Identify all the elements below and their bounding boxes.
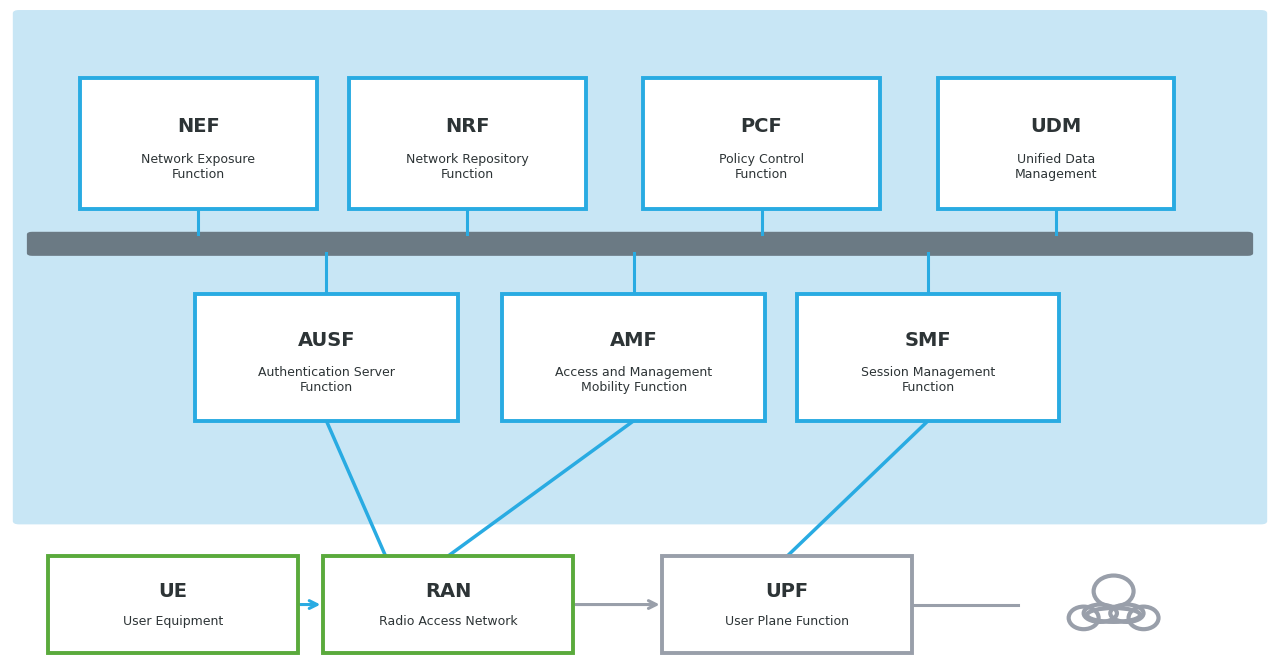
Text: Access and Management
Mobility Function: Access and Management Mobility Function — [556, 366, 712, 394]
FancyBboxPatch shape — [79, 78, 317, 208]
Text: Session Management
Function: Session Management Function — [861, 366, 995, 394]
Ellipse shape — [1069, 607, 1098, 629]
Text: User Plane Function: User Plane Function — [726, 615, 849, 629]
Text: PCF: PCF — [741, 117, 782, 136]
FancyBboxPatch shape — [796, 294, 1059, 421]
Text: NRF: NRF — [445, 117, 489, 136]
Ellipse shape — [1129, 607, 1158, 629]
FancyBboxPatch shape — [27, 232, 1253, 256]
FancyBboxPatch shape — [49, 556, 298, 653]
Text: NEF: NEF — [177, 117, 220, 136]
FancyBboxPatch shape — [323, 556, 573, 653]
FancyBboxPatch shape — [663, 556, 911, 653]
Text: AUSF: AUSF — [298, 331, 355, 351]
Ellipse shape — [1093, 576, 1134, 607]
FancyBboxPatch shape — [13, 10, 1267, 524]
Ellipse shape — [1110, 605, 1143, 622]
Text: UDM: UDM — [1030, 117, 1082, 136]
Text: User Equipment: User Equipment — [123, 615, 223, 629]
Text: UE: UE — [159, 582, 187, 601]
FancyBboxPatch shape — [348, 78, 585, 208]
Text: Policy Control
Function: Policy Control Function — [719, 153, 804, 181]
Ellipse shape — [1084, 605, 1117, 622]
Text: Network Repository
Function: Network Repository Function — [406, 153, 529, 181]
Text: Network Exposure
Function: Network Exposure Function — [141, 153, 256, 181]
Ellipse shape — [1087, 608, 1140, 622]
FancyBboxPatch shape — [643, 78, 881, 208]
Text: AMF: AMF — [609, 331, 658, 351]
Text: RAN: RAN — [425, 582, 471, 601]
Text: Authentication Server
Function: Authentication Server Function — [259, 366, 394, 394]
FancyBboxPatch shape — [937, 78, 1175, 208]
FancyBboxPatch shape — [503, 294, 765, 421]
Text: UPF: UPF — [765, 582, 809, 601]
Text: Unified Data
Management: Unified Data Management — [1015, 153, 1097, 181]
Text: Radio Access Network: Radio Access Network — [379, 615, 517, 629]
FancyBboxPatch shape — [196, 294, 458, 421]
Text: SMF: SMF — [905, 331, 951, 351]
